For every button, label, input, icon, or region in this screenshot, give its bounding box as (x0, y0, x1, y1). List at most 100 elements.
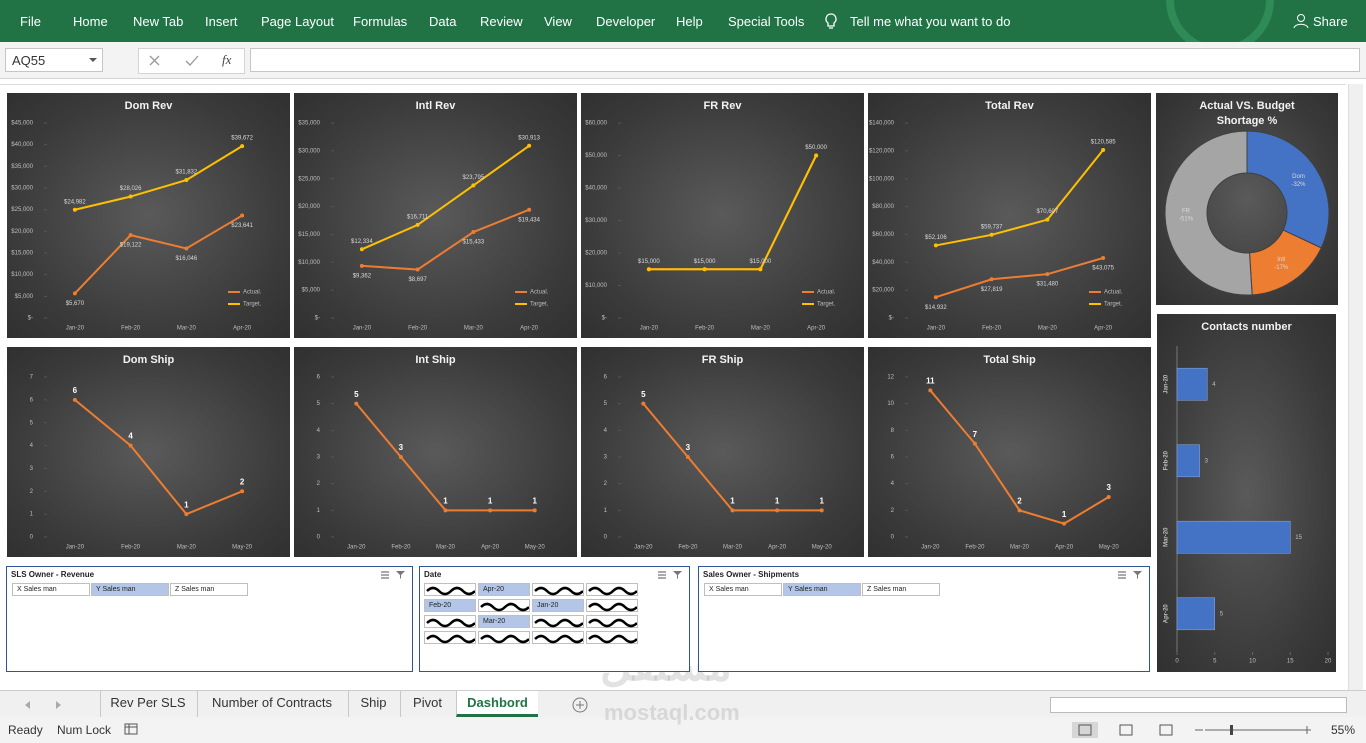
ribbon-tab[interactable]: View (544, 14, 572, 29)
slicer-header-icons[interactable] (380, 570, 408, 580)
x-tick-label: Mar-20 (177, 545, 197, 551)
slicer-item[interactable] (424, 615, 476, 628)
slicer-item[interactable]: Z Sales man (170, 583, 248, 596)
x-tick-label: Feb-20 (695, 326, 715, 332)
sheet-tab[interactable]: Ship (348, 691, 398, 717)
y-tick-label: Jan-20 (1164, 374, 1170, 394)
ribbon-tab[interactable]: Page Layout (261, 14, 335, 29)
data-label: 15 (1295, 535, 1302, 541)
sheet-tab[interactable]: Pivot (400, 691, 454, 717)
y-tick-label: 3 (317, 455, 321, 461)
y-tick-label: $5,000 (302, 288, 321, 294)
y-tick-label: 8 (891, 428, 895, 434)
slicer-item[interactable] (532, 615, 584, 628)
ribbon-tab[interactable]: Formulas (353, 14, 408, 29)
data-label: $59,737 (981, 224, 1003, 230)
bar (1176, 367, 1208, 401)
slicer-title: Date (424, 570, 442, 579)
data-label: 1 (443, 496, 448, 505)
sheet-tab[interactable]: Rev Per SLS (100, 691, 195, 717)
x-tick-label: 0 (1175, 659, 1179, 665)
formula-input[interactable] (250, 48, 1360, 72)
chart-plot: 0 1 2 3 4 5 6 7 Jan-20 Feb-20 Mar-20 May-20 6 4 1 2 (30, 375, 253, 551)
x-tick-label: Jan-20 (66, 326, 85, 332)
slicer-item[interactable] (586, 631, 638, 644)
y-tick-label: $- (28, 316, 33, 322)
chart-title: FR Rev (703, 100, 742, 112)
slicer-item[interactable]: Y Sales man (91, 583, 169, 596)
scribble (480, 634, 529, 644)
y-tick-label: $20,000 (585, 251, 607, 257)
x-tick-label: Apr-20 (233, 326, 252, 332)
slicer-item[interactable] (586, 583, 638, 596)
chart-panel: 0 1 2 3 4 5 6 Jan-20 Feb-20 Mar-20 Apr-20 May-20 5 3 1… (294, 347, 577, 557)
slicer-item[interactable] (586, 599, 638, 612)
x-tick-label: Mar-20 (177, 326, 197, 332)
sheet-nav[interactable] (20, 699, 70, 711)
slicer-item[interactable]: Jan-20 (532, 599, 584, 612)
y-tick-label: $20,000 (11, 229, 33, 235)
status-bar: Ready Num Lock 55% (0, 717, 1366, 743)
slicer-item[interactable]: X Sales man (704, 583, 782, 596)
chart-panel: Dom -32% Intl -17% FR -51% Actual VS. Budget S… (1156, 93, 1338, 305)
ribbon-tab[interactable]: Help (676, 14, 703, 29)
ribbon-tab[interactable]: Special Tools (728, 14, 805, 29)
slicer-item[interactable] (586, 615, 638, 628)
chart-plot: 0 5 10 15 20 Jan-20 4 Feb-20 3 Mar-20 15 Apr-20 5 (1164, 346, 1332, 665)
slicer-item[interactable]: Feb-20 (424, 599, 476, 612)
pie-slice (1246, 130, 1330, 249)
name-box[interactable]: AQ55 (5, 48, 103, 72)
tell-me[interactable]: Tell me what you want to do (850, 14, 1011, 29)
clear-filter-icon (673, 571, 682, 579)
ribbon-tab[interactable]: Insert (205, 14, 238, 29)
ribbon-tab[interactable]: Home (73, 14, 108, 29)
horizontal-scrollbar[interactable] (1050, 697, 1347, 713)
slicer-item[interactable]: Y Sales man (783, 583, 861, 596)
new-sheet-button[interactable] (570, 695, 590, 715)
multi-select-icon (381, 571, 389, 579)
chart-title: FR Ship (701, 354, 744, 366)
chart-panel: 0 1 2 3 4 5 6 7 Jan-20 Feb-20 Mar-20 May-20 6 4 1 2 Dom … (7, 347, 290, 557)
fx-button[interactable]: fx (222, 52, 232, 67)
y-tick-label: $60,000 (872, 232, 894, 238)
sheet-tab[interactable]: Dashbord (456, 691, 538, 717)
slicer-item[interactable] (424, 631, 476, 644)
slicer-item[interactable] (532, 583, 584, 596)
point (398, 455, 403, 459)
data-label: $120,585 (1091, 140, 1117, 146)
chart-plot: $- $20,000 $40,000 $60,000 $80,000 $100,000 $1… (869, 121, 1123, 332)
slicer-item[interactable] (532, 631, 584, 644)
vertical-scrollbar[interactable] (1348, 84, 1363, 690)
y-tick-label: $35,000 (298, 121, 320, 127)
slicer-item[interactable]: Z Sales man (862, 583, 940, 596)
slicer-item[interactable] (478, 631, 530, 644)
cancel-enter-icons (149, 55, 199, 66)
x-tick-label: Jan-20 (927, 326, 946, 332)
ribbon-tab[interactable]: New Tab (133, 14, 184, 29)
slicer: Date Apr-20 Feb-20 Jan-20 Mar-20 (419, 566, 690, 672)
slicer-header-icons[interactable] (657, 570, 685, 580)
ribbon-tab[interactable]: Data (429, 14, 457, 29)
slicer-item[interactable]: X Sales man (12, 583, 90, 596)
chart-plot: $- $5,000 $10,000 $15,000 $20,000 $25,000 $30,… (11, 121, 261, 332)
x-tick-label: Mar-20 (751, 326, 771, 332)
slicer-item[interactable]: Mar-20 (478, 615, 530, 628)
view-zoom-controls[interactable] (1070, 720, 1320, 740)
sheet-tab[interactable]: Number of Contracts (197, 691, 346, 717)
ribbon-tab[interactable]: Review (480, 14, 523, 29)
slicer-title: Sales Owner - Shipments (703, 570, 800, 579)
slicer-header-icons[interactable] (1117, 570, 1145, 580)
slicer-item[interactable] (478, 599, 530, 612)
y-tick-label: $60,000 (585, 121, 607, 127)
data-label: $23,795 (463, 175, 485, 181)
slicer-item[interactable] (424, 583, 476, 596)
ribbon-tab[interactable]: File (20, 14, 41, 29)
zoom-level[interactable]: 55% (1331, 723, 1356, 737)
point (814, 153, 819, 158)
data-label: 5 (1220, 611, 1224, 617)
slicer-item[interactable]: Apr-20 (478, 583, 530, 596)
x-tick-label: Mar-20 (1038, 326, 1058, 332)
ribbon-tab[interactable]: Developer (596, 14, 656, 29)
y-tick-label: $5,000 (15, 294, 34, 300)
share-button[interactable]: Share (1313, 14, 1348, 29)
